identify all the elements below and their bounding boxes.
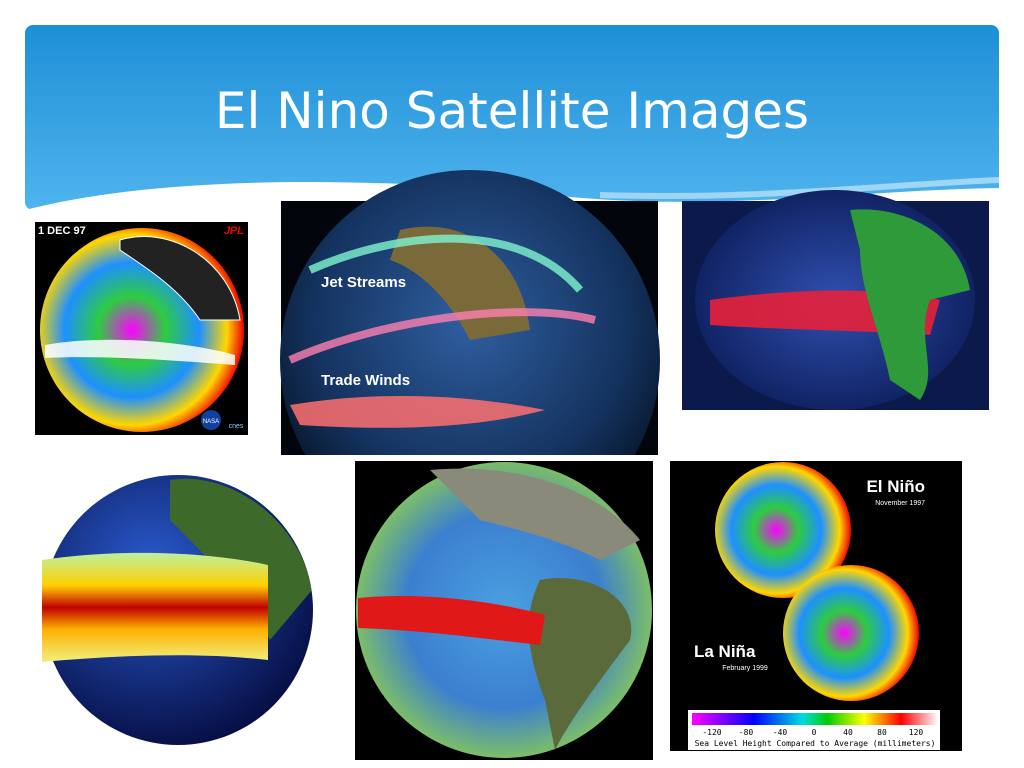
warm-band bbox=[42, 552, 268, 662]
jet-stream bbox=[288, 308, 597, 364]
globe-date: November 1997 bbox=[875, 500, 925, 507]
scale-ticks: -120 -80 -40 0 40 80 120 bbox=[702, 728, 923, 737]
warm-band bbox=[358, 595, 545, 645]
warm-band bbox=[45, 339, 235, 365]
scale-tick-label: -80 bbox=[739, 728, 754, 737]
scale-caption: Sea Level Height Compared to Average (mi… bbox=[695, 739, 936, 748]
scale-tick-label: 80 bbox=[877, 728, 887, 737]
slide-title: El Nino Satellite Images bbox=[215, 82, 809, 140]
jet-stream bbox=[308, 234, 584, 293]
color-scale bbox=[692, 713, 938, 725]
globe bbox=[783, 565, 919, 701]
logo bbox=[201, 410, 221, 430]
globe-date: February 1999 bbox=[722, 665, 768, 672]
continent bbox=[528, 578, 632, 750]
diagram-label: Jet Streams bbox=[321, 274, 406, 291]
scale-tick-label: -40 bbox=[773, 728, 788, 737]
logo-text: NASA bbox=[203, 419, 219, 425]
continent bbox=[430, 468, 640, 560]
image-label: 1 DEC 97 bbox=[38, 225, 86, 237]
header-band bbox=[25, 25, 999, 210]
image-credit: JPL bbox=[224, 225, 244, 237]
logo-text: cnes bbox=[229, 423, 244, 430]
continent bbox=[119, 236, 241, 321]
scale-tick-label: 120 bbox=[909, 728, 924, 737]
scale-tick-label: 0 bbox=[812, 728, 817, 737]
globe bbox=[715, 462, 851, 598]
scale-tick-label: 40 bbox=[843, 728, 853, 737]
diagram-label: Trade Winds bbox=[321, 372, 410, 389]
scale-tick-label: -120 bbox=[702, 728, 721, 737]
trade-winds bbox=[290, 395, 545, 428]
continent bbox=[170, 478, 312, 640]
continent bbox=[850, 209, 970, 400]
globe-label: El Niño bbox=[866, 477, 925, 496]
globe-label: La Niña bbox=[694, 642, 756, 661]
